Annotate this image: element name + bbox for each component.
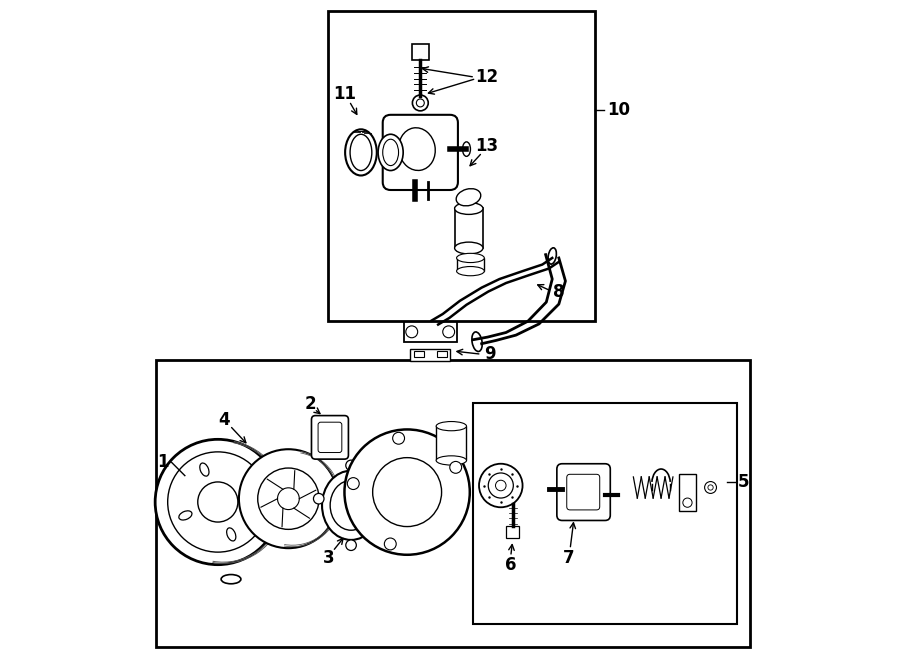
Bar <box>404 322 456 342</box>
Text: 6: 6 <box>505 556 517 574</box>
Circle shape <box>450 461 462 473</box>
Ellipse shape <box>378 134 403 171</box>
Ellipse shape <box>382 139 399 166</box>
Circle shape <box>198 482 238 522</box>
Bar <box>157 360 750 647</box>
Circle shape <box>489 473 513 498</box>
FancyBboxPatch shape <box>318 422 342 453</box>
Circle shape <box>406 326 418 338</box>
Ellipse shape <box>456 266 484 276</box>
Circle shape <box>346 460 356 471</box>
FancyBboxPatch shape <box>311 416 348 459</box>
Bar <box>679 474 696 510</box>
Bar <box>454 208 483 248</box>
Ellipse shape <box>221 574 241 584</box>
Ellipse shape <box>436 422 466 431</box>
Ellipse shape <box>345 130 377 175</box>
Text: 11: 11 <box>333 85 356 103</box>
Text: 2: 2 <box>304 395 316 413</box>
Text: 1: 1 <box>158 453 169 471</box>
Circle shape <box>705 482 716 493</box>
Circle shape <box>346 540 356 551</box>
Bar <box>414 351 424 357</box>
Circle shape <box>708 485 713 490</box>
Text: 4: 4 <box>218 410 230 428</box>
Ellipse shape <box>463 142 471 157</box>
Ellipse shape <box>454 202 483 214</box>
Bar <box>328 11 595 321</box>
Ellipse shape <box>179 511 192 520</box>
Ellipse shape <box>350 134 372 171</box>
Circle shape <box>257 468 320 529</box>
Circle shape <box>373 457 442 527</box>
Ellipse shape <box>548 248 556 264</box>
Circle shape <box>167 452 268 552</box>
Circle shape <box>313 493 324 504</box>
Ellipse shape <box>436 456 466 465</box>
Circle shape <box>380 493 391 504</box>
Circle shape <box>417 99 424 107</box>
Circle shape <box>238 449 338 548</box>
Bar <box>506 526 519 538</box>
Text: 3: 3 <box>323 549 335 567</box>
Text: 9: 9 <box>484 345 496 364</box>
Ellipse shape <box>399 128 436 171</box>
Circle shape <box>155 440 281 564</box>
Circle shape <box>496 481 506 490</box>
Bar <box>411 44 429 60</box>
Circle shape <box>392 432 404 444</box>
Ellipse shape <box>244 484 256 493</box>
Bar <box>456 258 484 271</box>
Text: 13: 13 <box>474 137 498 155</box>
Bar <box>473 403 737 624</box>
Text: 8: 8 <box>554 284 564 301</box>
FancyBboxPatch shape <box>567 475 599 510</box>
Circle shape <box>345 430 470 555</box>
FancyBboxPatch shape <box>557 464 610 520</box>
Ellipse shape <box>200 463 209 476</box>
Circle shape <box>347 478 359 490</box>
Ellipse shape <box>456 253 484 262</box>
Circle shape <box>479 464 523 507</box>
Ellipse shape <box>227 528 236 541</box>
Ellipse shape <box>472 332 482 352</box>
Circle shape <box>384 538 396 550</box>
Circle shape <box>412 95 428 111</box>
Ellipse shape <box>322 471 380 540</box>
Bar <box>410 349 450 361</box>
Bar <box>436 351 446 357</box>
FancyBboxPatch shape <box>382 115 458 190</box>
Bar <box>436 426 466 461</box>
Text: 7: 7 <box>562 549 574 567</box>
Circle shape <box>277 488 300 510</box>
Circle shape <box>683 498 692 507</box>
Circle shape <box>443 326 454 338</box>
Ellipse shape <box>330 481 372 530</box>
Ellipse shape <box>454 242 483 254</box>
Ellipse shape <box>456 188 481 206</box>
Text: 12: 12 <box>474 67 498 85</box>
Text: 10: 10 <box>607 100 630 118</box>
Text: 5: 5 <box>738 473 750 491</box>
